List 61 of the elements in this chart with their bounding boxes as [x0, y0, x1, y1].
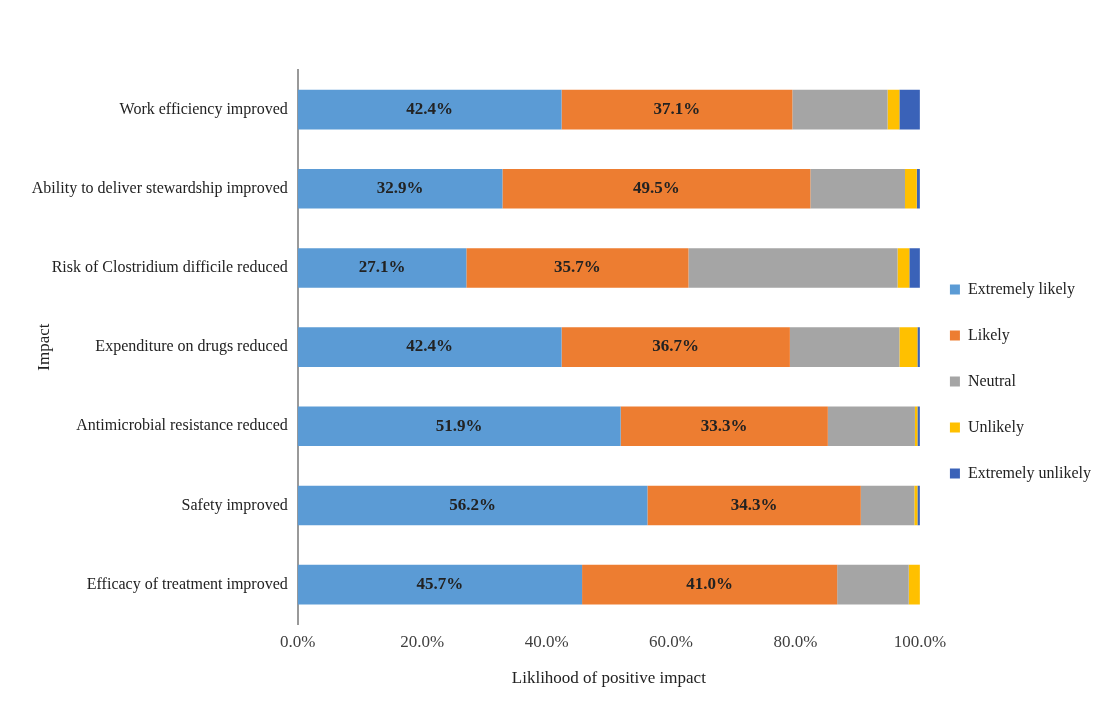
data-label: 34.3% [730, 494, 778, 514]
x-tick-label: 40.0% [524, 631, 569, 651]
bar [904, 168, 917, 209]
legend-label: Extremely likely [967, 279, 1075, 298]
data-label: 56.2% [449, 494, 496, 514]
bar [466, 248, 689, 288]
bar [789, 327, 900, 367]
bar [899, 327, 918, 367]
bar [502, 168, 811, 209]
bar [620, 406, 828, 447]
x-axis-title: Liklihood of positive impact [511, 668, 707, 688]
bar [887, 89, 900, 130]
bar [688, 248, 898, 288]
bar [860, 485, 915, 526]
data-label: 42.4% [406, 336, 454, 356]
bar [297, 564, 583, 605]
bar [297, 406, 621, 447]
bar [899, 89, 920, 130]
legend-label: Extremely unlikely [967, 463, 1091, 482]
bar [582, 564, 838, 605]
bar [297, 248, 467, 288]
bar [792, 89, 888, 130]
bar [561, 89, 793, 130]
data-label: 35.7% [554, 257, 601, 277]
bar [647, 485, 861, 526]
bar [561, 327, 790, 367]
y-axis-title: Impact [33, 323, 53, 371]
y-tick-label: Safety improved [181, 495, 288, 514]
y-tick-label: Expenditure on drugs reduced [95, 337, 288, 356]
x-tick-label: 60.0% [649, 631, 694, 651]
bar [837, 564, 909, 605]
data-label: 41.0% [686, 574, 733, 593]
legend-label: Unlikely [967, 417, 1024, 436]
x-tick-label: 80.0% [773, 631, 818, 651]
data-label: 42.4% [406, 98, 454, 118]
y-tick-label: Antimicrobial resistance reduced [76, 416, 288, 434]
x-tick-label: 0.0% [280, 631, 316, 651]
data-label: 32.9% [376, 178, 424, 198]
data-label: 37.1% [653, 98, 701, 118]
y-tick-label: Work efficiency improved [119, 99, 288, 118]
bar [297, 485, 648, 526]
data-label: 51.9% [435, 415, 483, 435]
data-label: 36.7% [652, 336, 700, 356]
bar [297, 168, 503, 209]
y-tick-label: Ability to deliver stewardship improved [31, 178, 288, 197]
y-tick-label: Risk of Clostridium difficile reduced [51, 258, 288, 276]
bar [827, 406, 915, 447]
bar [810, 168, 905, 209]
data-label: 49.5% [633, 178, 680, 198]
bar [297, 89, 562, 130]
bar [297, 327, 562, 367]
bar [909, 248, 920, 288]
data-label: 33.3% [700, 415, 748, 435]
legend-label: Likely [967, 325, 1010, 344]
x-tick-label: 20.0% [400, 631, 445, 651]
legend-label: Neutral [967, 371, 1017, 389]
data-label: 27.1% [358, 257, 406, 277]
data-label: 45.7% [416, 574, 464, 593]
x-tick-label: 100.0% [893, 631, 947, 651]
bar [897, 248, 910, 288]
y-tick-label: Efficacy of treatment improved [86, 574, 288, 593]
